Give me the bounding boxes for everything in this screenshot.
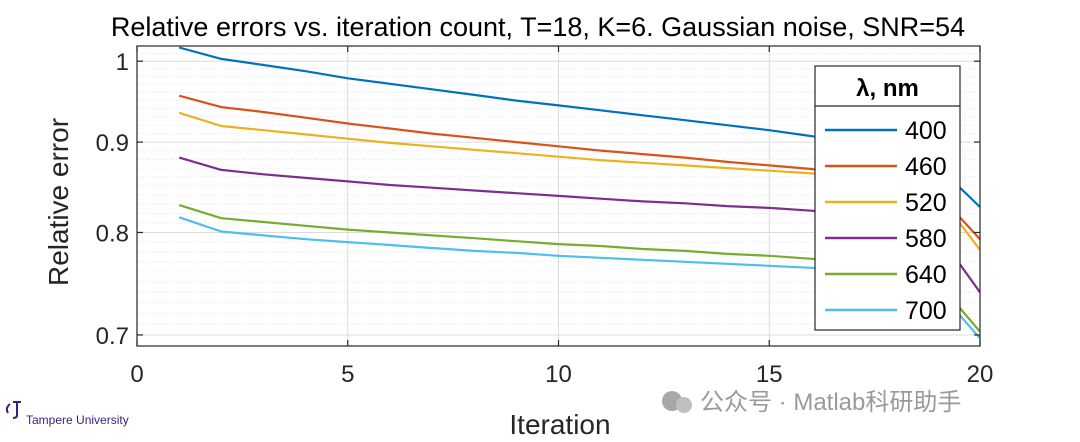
y-tick-label: 1 — [116, 49, 129, 76]
chart-title: Relative errors vs. iteration count, T=1… — [111, 12, 965, 42]
logo-text: Tampere University — [26, 413, 129, 427]
legend: λ, nm 400 460 520 580 640 700 — [814, 65, 961, 331]
legend-label-520: 520 — [905, 189, 947, 217]
x-axis-title: Iteration — [509, 409, 610, 440]
y-tick-label: 0.9 — [96, 130, 129, 157]
tick-labels: 0 5 10 15 20 0.7 0.8 0.9 1 — [96, 49, 994, 388]
tampere-university-logo: Tampere University — [5, 401, 129, 427]
legend-label-400: 400 — [905, 117, 947, 145]
y-axis-title: Relative error — [43, 118, 74, 286]
legend-title: λ, nm — [856, 75, 919, 102]
x-tick-label: 20 — [967, 361, 994, 388]
logo-mark-icon — [5, 401, 21, 419]
y-tick-label: 0.8 — [96, 220, 129, 247]
legend-box — [814, 65, 961, 331]
legend-label-580: 580 — [905, 225, 947, 253]
watermark: 公众号 · Matlab科研助手 — [662, 389, 961, 416]
x-tick-label: 10 — [545, 361, 572, 388]
legend-label-640: 640 — [905, 261, 947, 289]
wechat-icon-bubble — [676, 397, 692, 413]
watermark-text: 公众号 · Matlab科研助手 — [700, 389, 961, 416]
legend-label-700: 700 — [905, 297, 947, 325]
x-tick-label: 15 — [756, 361, 783, 388]
legend-label-460: 460 — [905, 153, 947, 181]
x-tick-label: 0 — [130, 361, 143, 388]
y-tick-label: 0.7 — [96, 323, 129, 350]
axes — [136, 45, 981, 347]
x-tick-label: 5 — [341, 361, 354, 388]
